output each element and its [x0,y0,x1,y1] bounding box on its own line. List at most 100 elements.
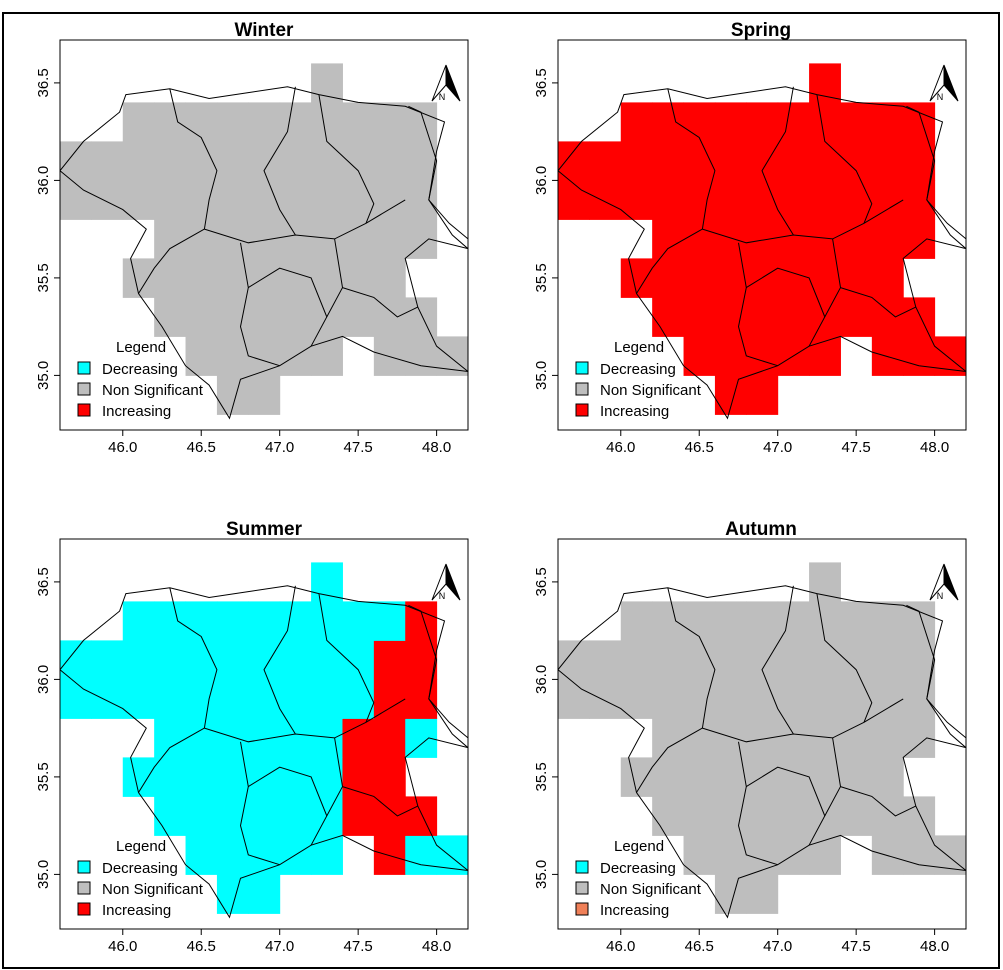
river-line [408,105,468,240]
grid-cell [154,102,187,142]
grid-cell [903,796,936,836]
grid-cell [777,679,810,719]
grid-cell [809,258,841,298]
grid-cell [154,258,187,298]
grid-cell [342,757,375,797]
y-tick-label: 36.5 [533,567,550,596]
plot-frame [59,39,469,431]
grid-cell [777,219,810,259]
grid-cell [714,679,747,719]
grid-cell [311,562,343,602]
county-border [816,94,873,224]
legend-swatch-decreasing [77,361,91,375]
grid-cell [620,180,653,220]
x-tick-label: 47.0 [763,938,792,955]
grid-cell [777,141,810,181]
county-border [667,88,716,230]
grid-cell [405,835,438,875]
x-tick-label: 46.0 [606,938,635,955]
y-tick-label: 35.0 [35,860,52,889]
grid-cell [652,601,685,641]
panel-title: Winter [235,20,295,41]
grid-cell [60,679,92,719]
grid-cell [405,180,438,220]
grid-cell [746,874,779,914]
grid-cell [589,180,622,220]
county-border [204,698,406,743]
legend-label-increasing: Increasing [102,403,171,420]
county-border [263,86,296,236]
grid-cell [91,180,124,220]
county-border [318,593,375,723]
grid-cell [216,258,249,298]
county-border [737,741,778,866]
grid-cell [620,679,653,719]
grid-cell [809,757,841,797]
grid-cell [311,141,343,181]
county-border [239,741,280,866]
grid-cell [185,219,218,259]
grid-cell [652,180,685,220]
grid-cell [746,601,779,641]
legend-swatch-decreasing [575,860,589,874]
grid-cell [122,180,155,220]
panel-title: Summer [226,519,303,540]
legend-label-non_significant: Non Significant [600,881,702,898]
legend-label-decreasing: Decreasing [102,361,178,378]
province-boundaries [558,585,966,919]
grid-cell [558,180,590,220]
grid-cell [683,297,716,337]
grid-cell [185,757,218,797]
grid-cell [311,718,343,758]
river-line [408,604,468,739]
grid-cell [809,562,841,602]
grid-cell [809,835,841,875]
river-line [906,604,966,739]
grid-cell [216,297,249,337]
x-tick-label: 47.5 [344,938,373,955]
grid-cell [683,601,716,641]
grid-cell [683,258,716,298]
grid-cell [714,258,747,298]
x-tick-label: 46.0 [108,938,137,955]
grid-cell [714,336,747,376]
grid-cell [809,679,841,719]
grid-cell [122,679,155,719]
plot-frame [59,538,469,930]
grid-cell [342,297,375,337]
grid-cell [373,219,406,259]
grid-cell [154,180,187,220]
x-tick-label: 46.5 [685,439,714,456]
grid-cell [248,601,281,641]
x-tick-label: 48.0 [920,439,949,456]
grid-cell [373,679,406,719]
grid-cell [840,796,873,836]
grid-cell [746,219,779,259]
legend-swatch-increasing [575,403,589,417]
grid-cell [746,297,779,337]
grid-cell [122,601,155,641]
grid-cell [652,141,685,181]
county-border [248,766,328,846]
grid-cell [714,297,747,337]
grid-cell [216,102,249,142]
legend-swatch-non_significant [77,881,91,895]
y-tick-label: 36.0 [35,166,52,195]
grid-cell [311,679,343,719]
grid-cell [342,718,375,758]
grid-cell [373,102,406,142]
county-border [204,199,406,244]
grid-cells [60,562,468,914]
grid-cell [714,141,747,181]
legend-title: Legend [614,838,664,855]
county-border [840,786,917,817]
grid-cell [903,297,936,337]
river-line [906,105,966,240]
y-tick-label: 35.5 [533,263,550,292]
grid-cell [185,718,218,758]
grid-cell [746,718,779,758]
grid-cell [840,180,873,220]
county-border [761,585,794,735]
grid-cell [714,102,747,142]
grid-cell [405,141,438,181]
